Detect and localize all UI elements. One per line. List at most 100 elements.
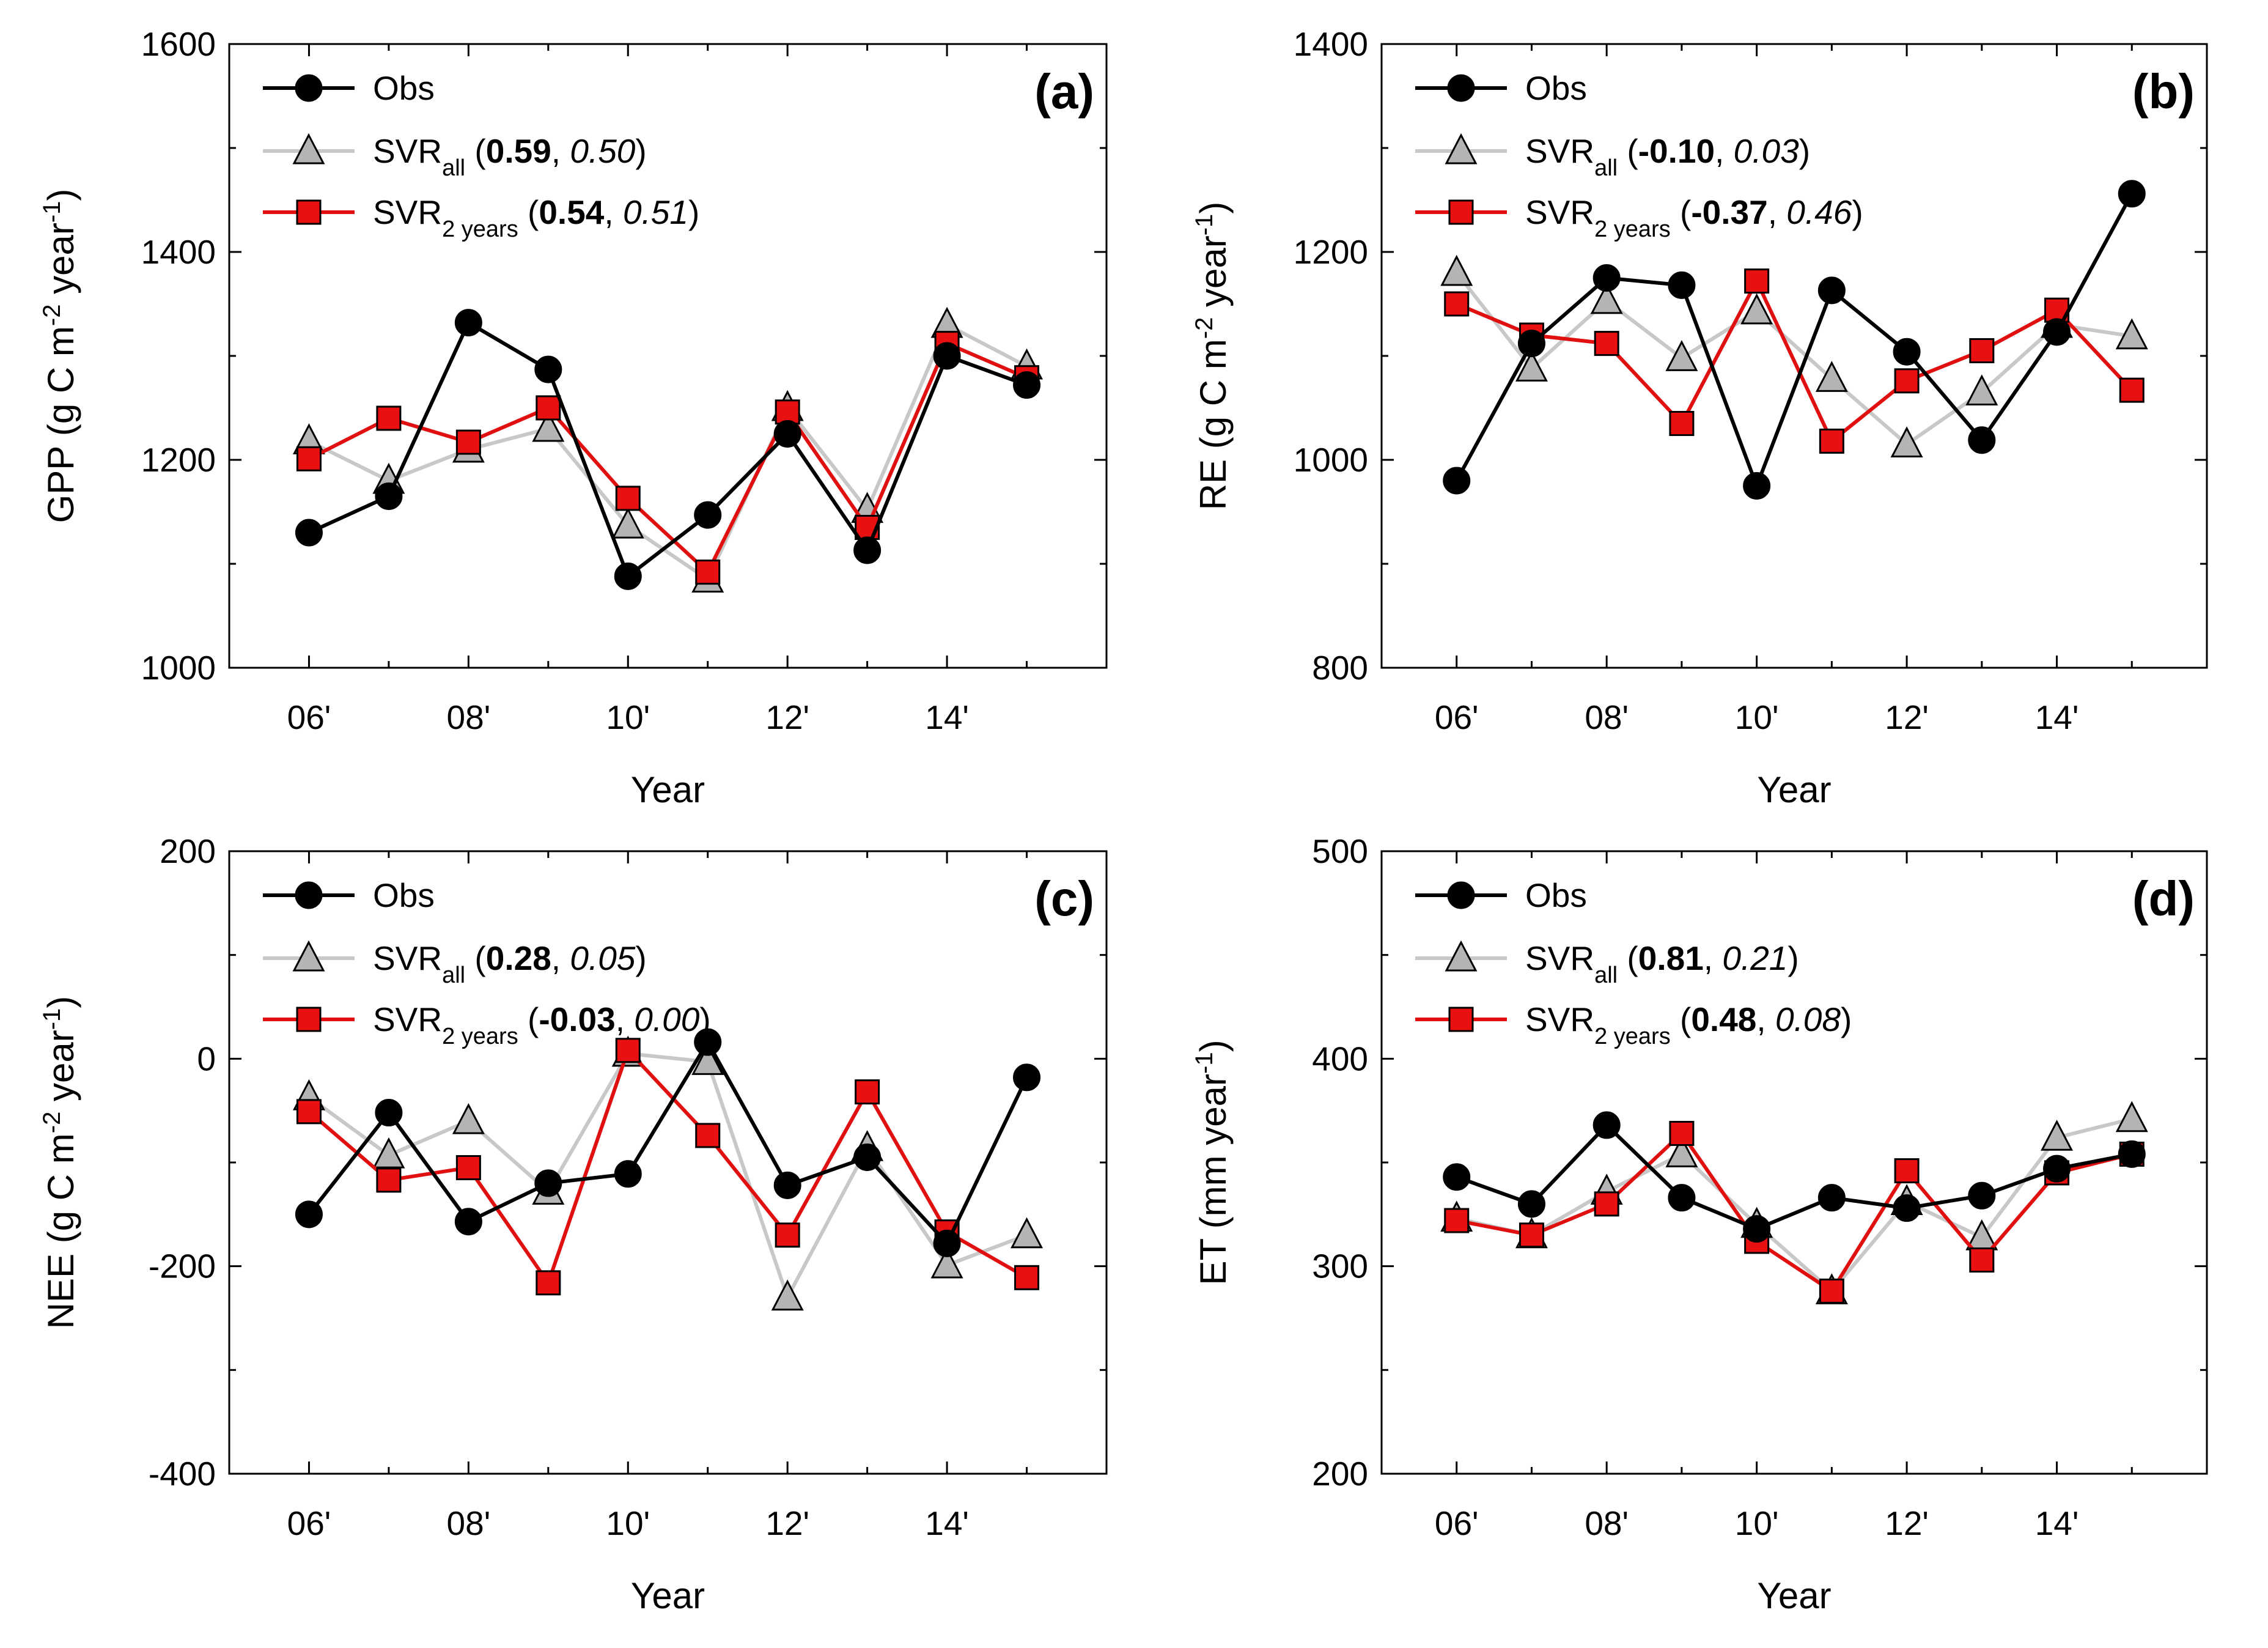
legend-stat-bold: -0.10 <box>1638 132 1715 170</box>
data-point-circle <box>1592 264 1621 292</box>
chart-panel-1: 1000 1200 1400 1600 06' 08' 10' 12' 14' Year GPP (… <box>39 25 1108 810</box>
x-tick-label: 14' <box>2035 698 2079 736</box>
data-point-circle <box>1013 371 1041 399</box>
legend-stat-italic: 0.21 <box>1722 939 1788 977</box>
legend-subscript: 2 years <box>442 216 518 242</box>
legend-entry: Obs <box>1525 69 1587 107</box>
panel-label: (d) <box>2132 871 2195 926</box>
series-line-square <box>308 341 1028 574</box>
data-point-triangle <box>1965 374 1998 405</box>
data-point-circle <box>1517 330 1545 358</box>
data-point-square <box>615 1038 641 1063</box>
data-point-square <box>1444 291 1470 317</box>
x-axis-title: Year <box>631 1575 705 1616</box>
y-axis-title-sup: -2 <box>1191 317 1218 339</box>
legend-paren: ) <box>1852 193 1863 231</box>
legend-stat-bold: 0.48 <box>1691 1000 1756 1038</box>
legend-name: SVR <box>373 132 442 170</box>
x-axis-title: Year <box>1757 769 1831 810</box>
legend-entry: SVRall (-0.10, 0.03) <box>1525 132 1810 181</box>
x-tick-label: 10' <box>606 1504 650 1542</box>
legend-name: SVR <box>1525 132 1594 170</box>
x-tick-label: 10' <box>1735 1504 1779 1542</box>
data-point-circle <box>933 1229 961 1257</box>
x-axis-title: Year <box>1757 1575 1831 1616</box>
x-tick-label: 12' <box>765 698 809 736</box>
data-point-square <box>1669 1120 1695 1146</box>
data-point-circle <box>1893 1194 1921 1222</box>
data-point-circle <box>853 1144 882 1172</box>
legend-subscript: all <box>1594 963 1618 988</box>
data-point-circle <box>1743 1215 1771 1243</box>
data-point-triangle <box>372 1137 405 1169</box>
data-point-circle <box>773 420 801 448</box>
data-point-square <box>1014 1265 1040 1290</box>
series-line-square <box>307 1048 1028 1285</box>
legend-entry: SVR2 years (-0.03, 0.00) <box>373 1000 711 1049</box>
data-point-square <box>455 1155 481 1180</box>
legend-name: Obs <box>1525 876 1587 914</box>
legend-stat-bold: 0.59 <box>486 132 551 170</box>
data-point-circle <box>614 1160 642 1188</box>
chart-panel-2: 800 1000 1200 1400 06' 08' 10' 12' 14' Year RE (g … <box>1191 25 2208 810</box>
legend-stat-bold: 0.28 <box>486 939 551 977</box>
series-line-circle <box>308 320 1028 578</box>
x-tick-label: 12' <box>765 1504 809 1542</box>
y-tick-label: 300 <box>1312 1247 1368 1285</box>
legend-stat-bold: -0.37 <box>1691 193 1767 231</box>
data-point-circle <box>1668 1184 1696 1212</box>
y-axis-title: RE (g C m-2 year-1) <box>1191 202 1234 511</box>
series-line-circle <box>1455 193 2134 488</box>
legend-name: Obs <box>373 876 435 914</box>
data-point-circle <box>454 1208 482 1236</box>
y-tick-label: 1000 <box>1294 441 1368 479</box>
y-axis-title-sup: -1 <box>1191 1052 1218 1074</box>
data-point-square <box>1594 331 1619 357</box>
y-tick-label: 1200 <box>1294 233 1368 271</box>
data-point-square <box>1969 338 1995 363</box>
panel-label: (c) <box>1034 871 1094 926</box>
x-tick-label: 14' <box>2035 1504 2079 1542</box>
data-point-circle <box>2118 180 2146 208</box>
data-point-circle <box>1517 1190 1545 1218</box>
y-axis-title-text: year <box>40 223 81 304</box>
x-tick-label: 10' <box>1735 698 1779 736</box>
data-point-circle <box>1743 472 1771 500</box>
y-tick-label: 200 <box>1312 1455 1368 1493</box>
data-point-triangle <box>1590 283 1623 314</box>
legend-paren: ) <box>688 193 699 231</box>
legend-marker-triangle <box>1445 133 1478 164</box>
data-point-circle <box>534 355 562 383</box>
data-point-circle <box>1893 338 1921 366</box>
y-axis-title-text: ) <box>1193 202 1234 214</box>
data-point-triangle <box>1815 361 1848 392</box>
legend-name: SVR <box>1525 939 1594 977</box>
data-point-circle <box>773 1171 801 1199</box>
x-tick-label: 06' <box>287 698 331 736</box>
legend-name: SVR <box>373 1000 442 1038</box>
legend-comma: , <box>551 939 570 977</box>
x-tick-label: 12' <box>1885 698 1929 736</box>
legend-comma: , <box>604 193 623 231</box>
legend-subscript: 2 years <box>1594 1024 1671 1049</box>
x-tick-label: 08' <box>1585 698 1629 736</box>
data-point-circle <box>1968 1181 1996 1210</box>
x-tick-label: 08' <box>1585 1504 1629 1542</box>
legend-name: SVR <box>1525 193 1594 231</box>
data-point-circle <box>853 536 882 564</box>
legend-entry: SVRall (0.59, 0.50) <box>373 132 647 181</box>
data-point-square <box>296 1099 322 1125</box>
data-point-circle <box>694 501 722 529</box>
data-point-square <box>455 429 481 455</box>
legend-marker-square <box>296 1007 322 1032</box>
legend-entry: Obs <box>1525 876 1587 914</box>
series-line-triangle <box>307 1051 1028 1299</box>
x-tick-label: 06' <box>1435 1504 1479 1542</box>
legend-stat-italic: 0.51 <box>623 193 688 231</box>
legend-name: Obs <box>373 69 435 107</box>
data-point-square <box>1819 428 1844 454</box>
legend-stat-italic: 0.08 <box>1775 1000 1841 1038</box>
y-tick-label: 500 <box>1312 832 1368 870</box>
data-point-square <box>536 395 561 421</box>
